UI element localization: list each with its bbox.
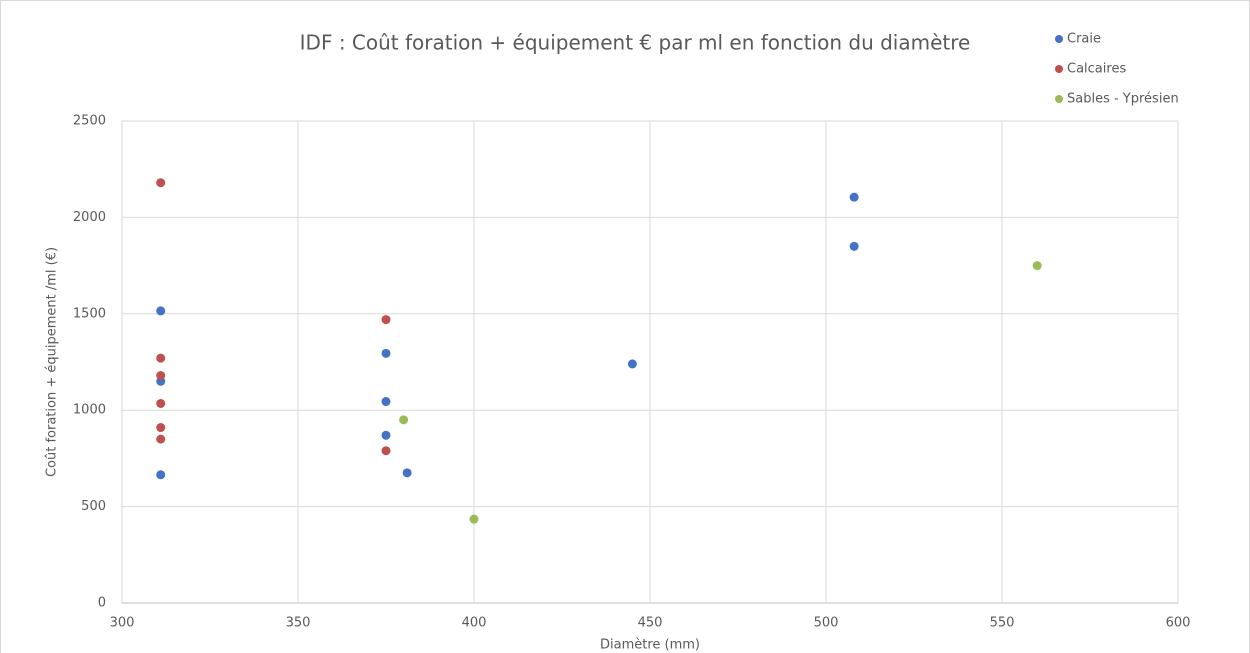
point <box>156 353 166 363</box>
legend-label: Calcaires <box>1067 62 1126 77</box>
legend-marker <box>1055 95 1063 103</box>
point <box>156 470 166 480</box>
y-tick-label: 2500 <box>73 114 106 129</box>
y-tick-label: 1500 <box>73 306 106 321</box>
y-tick-label: 500 <box>81 499 106 514</box>
x-tick-label: 500 <box>814 616 839 631</box>
x-tick-label: 350 <box>286 616 311 631</box>
chart-title: IDF : Coût foration + équipement € par m… <box>300 31 971 55</box>
point <box>156 306 166 316</box>
point <box>381 348 391 358</box>
point <box>156 370 166 380</box>
point <box>156 423 166 433</box>
point <box>469 514 479 524</box>
y-tick-label: 0 <box>98 596 106 611</box>
legend-label: Sables - Yprésien <box>1067 92 1179 107</box>
legend-marker <box>1055 35 1063 43</box>
point <box>156 178 166 188</box>
x-axis-label: Diamètre (mm) <box>600 638 700 653</box>
point <box>381 446 391 456</box>
point <box>381 430 391 440</box>
point <box>627 359 637 369</box>
x-tick-label: 600 <box>1166 616 1191 631</box>
y-axis-label: Coût foration + équipement /ml (€) <box>45 247 60 477</box>
point <box>1032 261 1042 271</box>
x-tick-label: 400 <box>462 616 487 631</box>
point <box>156 434 166 444</box>
y-tick-label: 2000 <box>73 210 106 225</box>
legend-marker <box>1055 65 1063 73</box>
point <box>402 468 412 478</box>
legend-label: Craie <box>1067 32 1101 47</box>
point <box>381 397 391 407</box>
point <box>381 315 391 325</box>
x-tick-label: 450 <box>638 616 663 631</box>
point <box>156 398 166 408</box>
point <box>849 192 859 202</box>
x-tick-label: 550 <box>990 616 1015 631</box>
point <box>399 415 409 425</box>
x-tick-label: 300 <box>110 616 135 631</box>
y-tick-label: 1000 <box>73 403 106 418</box>
point <box>849 241 859 251</box>
